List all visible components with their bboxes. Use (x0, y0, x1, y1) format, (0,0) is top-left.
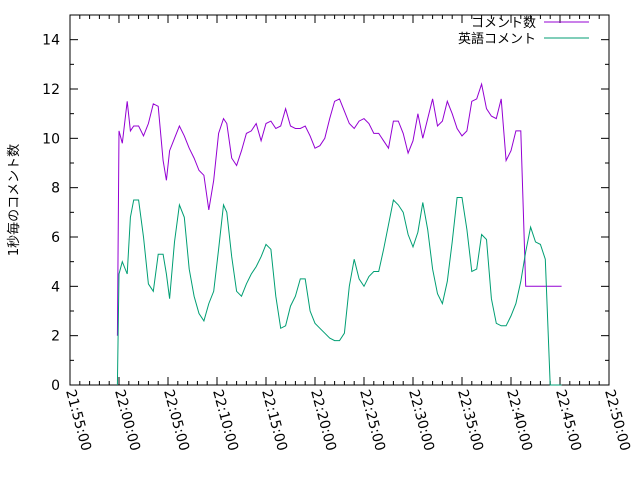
x-tick-label: 22:15:00 (258, 388, 290, 453)
x-tick-label: 22:35:00 (454, 388, 486, 453)
x-tick-label: 21:55:00 (62, 388, 94, 453)
y-tick-label: 6 (51, 230, 60, 246)
x-tick-label: 22:45:00 (552, 388, 584, 453)
series-line-1 (116, 82, 562, 336)
plot-border (69, 14, 610, 386)
y-tick-label: 2 (51, 329, 60, 345)
x-axis: 21:55:00 22:00:00 22:05:00 22:10:00 22:15:00… (62, 15, 633, 453)
series-line-2 (116, 197, 562, 386)
y-axis: 0 2 4 6 8 10 12 14 (42, 33, 609, 394)
x-tick-label: 22:20:00 (307, 388, 339, 453)
y-tick-label: 10 (42, 131, 60, 147)
x-tick-label: 22:10:00 (209, 388, 241, 453)
y-tick-label: 12 (42, 82, 60, 98)
legend-label-1: コメント数 (471, 16, 536, 31)
x-tick-label: 22:25:00 (356, 388, 388, 453)
x-tick-label: 22:00:00 (111, 388, 143, 453)
legend-label-2: 英語コメント (458, 31, 536, 47)
y-tick-label: 14 (42, 33, 60, 49)
x-tick-label: 22:05:00 (160, 388, 192, 453)
series-lines (116, 82, 562, 386)
y-tick-label: 4 (51, 279, 60, 295)
x-tick-label: 22:40:00 (503, 388, 535, 453)
x-tick-label: 22:50:00 (601, 388, 633, 453)
y-axis-title: 1秒毎のコメント数 (6, 144, 22, 256)
plot-frame (69, 14, 610, 386)
y-tick-label: 8 (51, 181, 60, 197)
y-tick-label: 0 (51, 378, 60, 394)
x-tick-label: 22:30:00 (405, 388, 437, 453)
